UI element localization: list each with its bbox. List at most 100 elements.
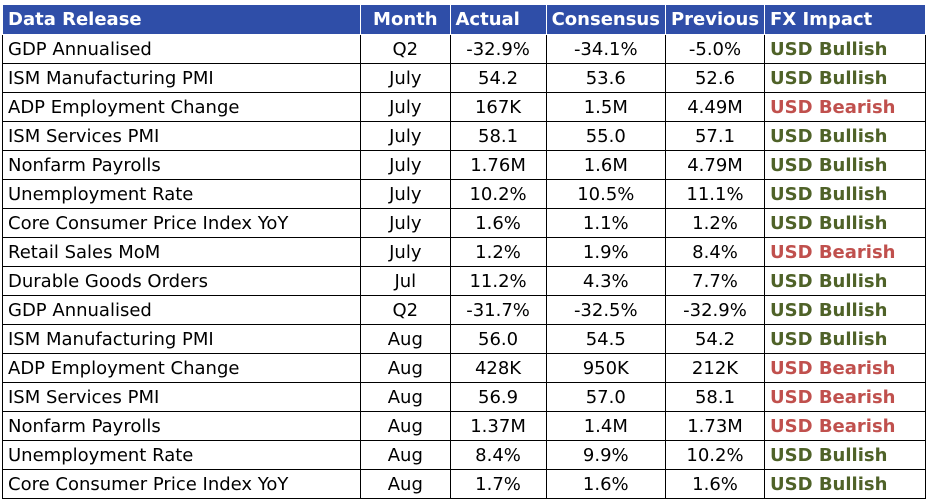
cell-actual: 10.2% [449, 179, 547, 209]
cell-previous: 10.2% [664, 440, 766, 470]
cell-previous: 4.79M [664, 150, 766, 180]
cell-fx-impact: USD Bullish [764, 63, 926, 93]
cell-actual: 11.2% [449, 266, 547, 296]
cell-fx-impact: USD Bullish [764, 121, 926, 151]
cell-consensus: 53.6 [545, 63, 666, 93]
cell-fx-impact: USD Bullish [764, 324, 926, 354]
cell-month: Jul [360, 266, 451, 296]
table-row: ISM Services PMI Aug 56.9 57.0 58.1 USD Beari… [1, 382, 926, 412]
table-row: GDP Annualised Q2 -31.7% -32.5% -32.9% USD Bu… [1, 295, 926, 325]
cell-data-release: Unemployment Rate [1, 440, 362, 470]
cell-consensus: 54.5 [545, 324, 666, 354]
cell-consensus: 950K [545, 353, 666, 383]
cell-month: July [360, 179, 451, 209]
header-previous: Previous [664, 4, 766, 35]
table-body: GDP Annualised Q2 -32.9% -34.1% -5.0% USD Bul… [1, 34, 926, 499]
cell-actual: 58.1 [449, 121, 547, 151]
cell-month: July [360, 92, 451, 122]
table-row: ADP Employment Change July 167K 1.5M 4.49M US… [1, 92, 926, 122]
cell-month: Aug [360, 469, 451, 499]
table-row: Retail Sales MoM July 1.2% 1.9% 8.4% USD Bear… [1, 237, 926, 267]
cell-month: Q2 [360, 295, 451, 325]
cell-month: July [360, 121, 451, 151]
cell-data-release: Retail Sales MoM [1, 237, 362, 267]
cell-data-release: ISM Services PMI [1, 382, 362, 412]
header-month: Month [360, 4, 451, 35]
cell-previous: 1.73M [664, 411, 766, 441]
cell-actual: 56.9 [449, 382, 547, 412]
cell-actual: 1.7% [449, 469, 547, 499]
cell-data-release: ISM Services PMI [1, 121, 362, 151]
cell-fx-impact: USD Bullish [764, 266, 926, 296]
cell-fx-impact: USD Bullish [764, 179, 926, 209]
cell-data-release: GDP Annualised [1, 295, 362, 325]
cell-fx-impact: USD Bullish [764, 440, 926, 470]
table-row: Core Consumer Price Index YoY Aug 1.7% 1.6%… [1, 469, 926, 499]
cell-data-release: GDP Annualised [1, 34, 362, 64]
cell-data-release: Nonfarm Payrolls [1, 150, 362, 180]
cell-data-release: Nonfarm Payrolls [1, 411, 362, 441]
cell-data-release: Core Consumer Price Index YoY [1, 469, 362, 499]
header-consensus: Consensus [545, 4, 666, 35]
cell-fx-impact: USD Bullish [764, 295, 926, 325]
cell-month: July [360, 237, 451, 267]
cell-actual: 428K [449, 353, 547, 383]
cell-previous: 1.6% [664, 469, 766, 499]
cell-fx-impact: USD Bearish [764, 382, 926, 412]
table-row: Unemployment Rate July 10.2% 10.5% 11.1% USD … [1, 179, 926, 209]
cell-actual: 54.2 [449, 63, 547, 93]
table-row: Core Consumer Price Index YoY July 1.6% 1.1… [1, 208, 926, 238]
cell-previous: -5.0% [664, 34, 766, 64]
cell-data-release: ADP Employment Change [1, 353, 362, 383]
table-header: Data Release Month Actual Consensus Prev… [1, 4, 926, 35]
cell-data-release: ISM Manufacturing PMI [1, 63, 362, 93]
cell-fx-impact: USD Bullish [764, 469, 926, 499]
cell-previous: 8.4% [664, 237, 766, 267]
cell-previous: 58.1 [664, 382, 766, 412]
cell-fx-impact: USD Bearish [764, 353, 926, 383]
cell-month: July [360, 63, 451, 93]
cell-data-release: Unemployment Rate [1, 179, 362, 209]
cell-previous: 4.49M [664, 92, 766, 122]
cell-consensus: 10.5% [545, 179, 666, 209]
header-fx-impact: FX Impact [764, 4, 926, 35]
cell-previous: 54.2 [664, 324, 766, 354]
cell-consensus: 1.9% [545, 237, 666, 267]
table-row: ISM Manufacturing PMI July 54.2 53.6 52.6 USD… [1, 63, 926, 93]
cell-previous: 57.1 [664, 121, 766, 151]
cell-consensus: 55.0 [545, 121, 666, 151]
cell-actual: 8.4% [449, 440, 547, 470]
cell-consensus: -34.1% [545, 34, 666, 64]
cell-consensus: 57.0 [545, 382, 666, 412]
cell-month: Aug [360, 353, 451, 383]
table-row: ISM Manufacturing PMI Aug 56.0 54.5 54.2 USD … [1, 324, 926, 354]
cell-fx-impact: USD Bearish [764, 92, 926, 122]
cell-consensus: 1.5M [545, 92, 666, 122]
table-row: ADP Employment Change Aug 428K 950K 212K USD … [1, 353, 926, 383]
table-row: Durable Goods Orders Jul 11.2% 4.3% 7.7% USD … [1, 266, 926, 296]
cell-month: Aug [360, 324, 451, 354]
cell-actual: 1.2% [449, 237, 547, 267]
cell-month: July [360, 150, 451, 180]
cell-actual: 1.37M [449, 411, 547, 441]
cell-consensus: 1.1% [545, 208, 666, 238]
cell-fx-impact: USD Bullish [764, 150, 926, 180]
cell-data-release: ISM Manufacturing PMI [1, 324, 362, 354]
cell-previous: 1.2% [664, 208, 766, 238]
cell-month: Aug [360, 440, 451, 470]
cell-previous: 7.7% [664, 266, 766, 296]
cell-fx-impact: USD Bullish [764, 34, 926, 64]
cell-consensus: 4.3% [545, 266, 666, 296]
header-actual: Actual [449, 4, 547, 35]
cell-month: July [360, 208, 451, 238]
cell-fx-impact: USD Bearish [764, 411, 926, 441]
header-row: Data Release Month Actual Consensus Prev… [1, 4, 926, 35]
cell-consensus: -32.5% [545, 295, 666, 325]
cell-consensus: 1.6M [545, 150, 666, 180]
cell-data-release: Core Consumer Price Index YoY [1, 208, 362, 238]
cell-actual: -32.9% [449, 34, 547, 64]
cell-actual: 56.0 [449, 324, 547, 354]
cell-actual: -31.7% [449, 295, 547, 325]
cell-previous: 11.1% [664, 179, 766, 209]
table-row: Nonfarm Payrolls July 1.76M 1.6M 4.79M USD Bu… [1, 150, 926, 180]
